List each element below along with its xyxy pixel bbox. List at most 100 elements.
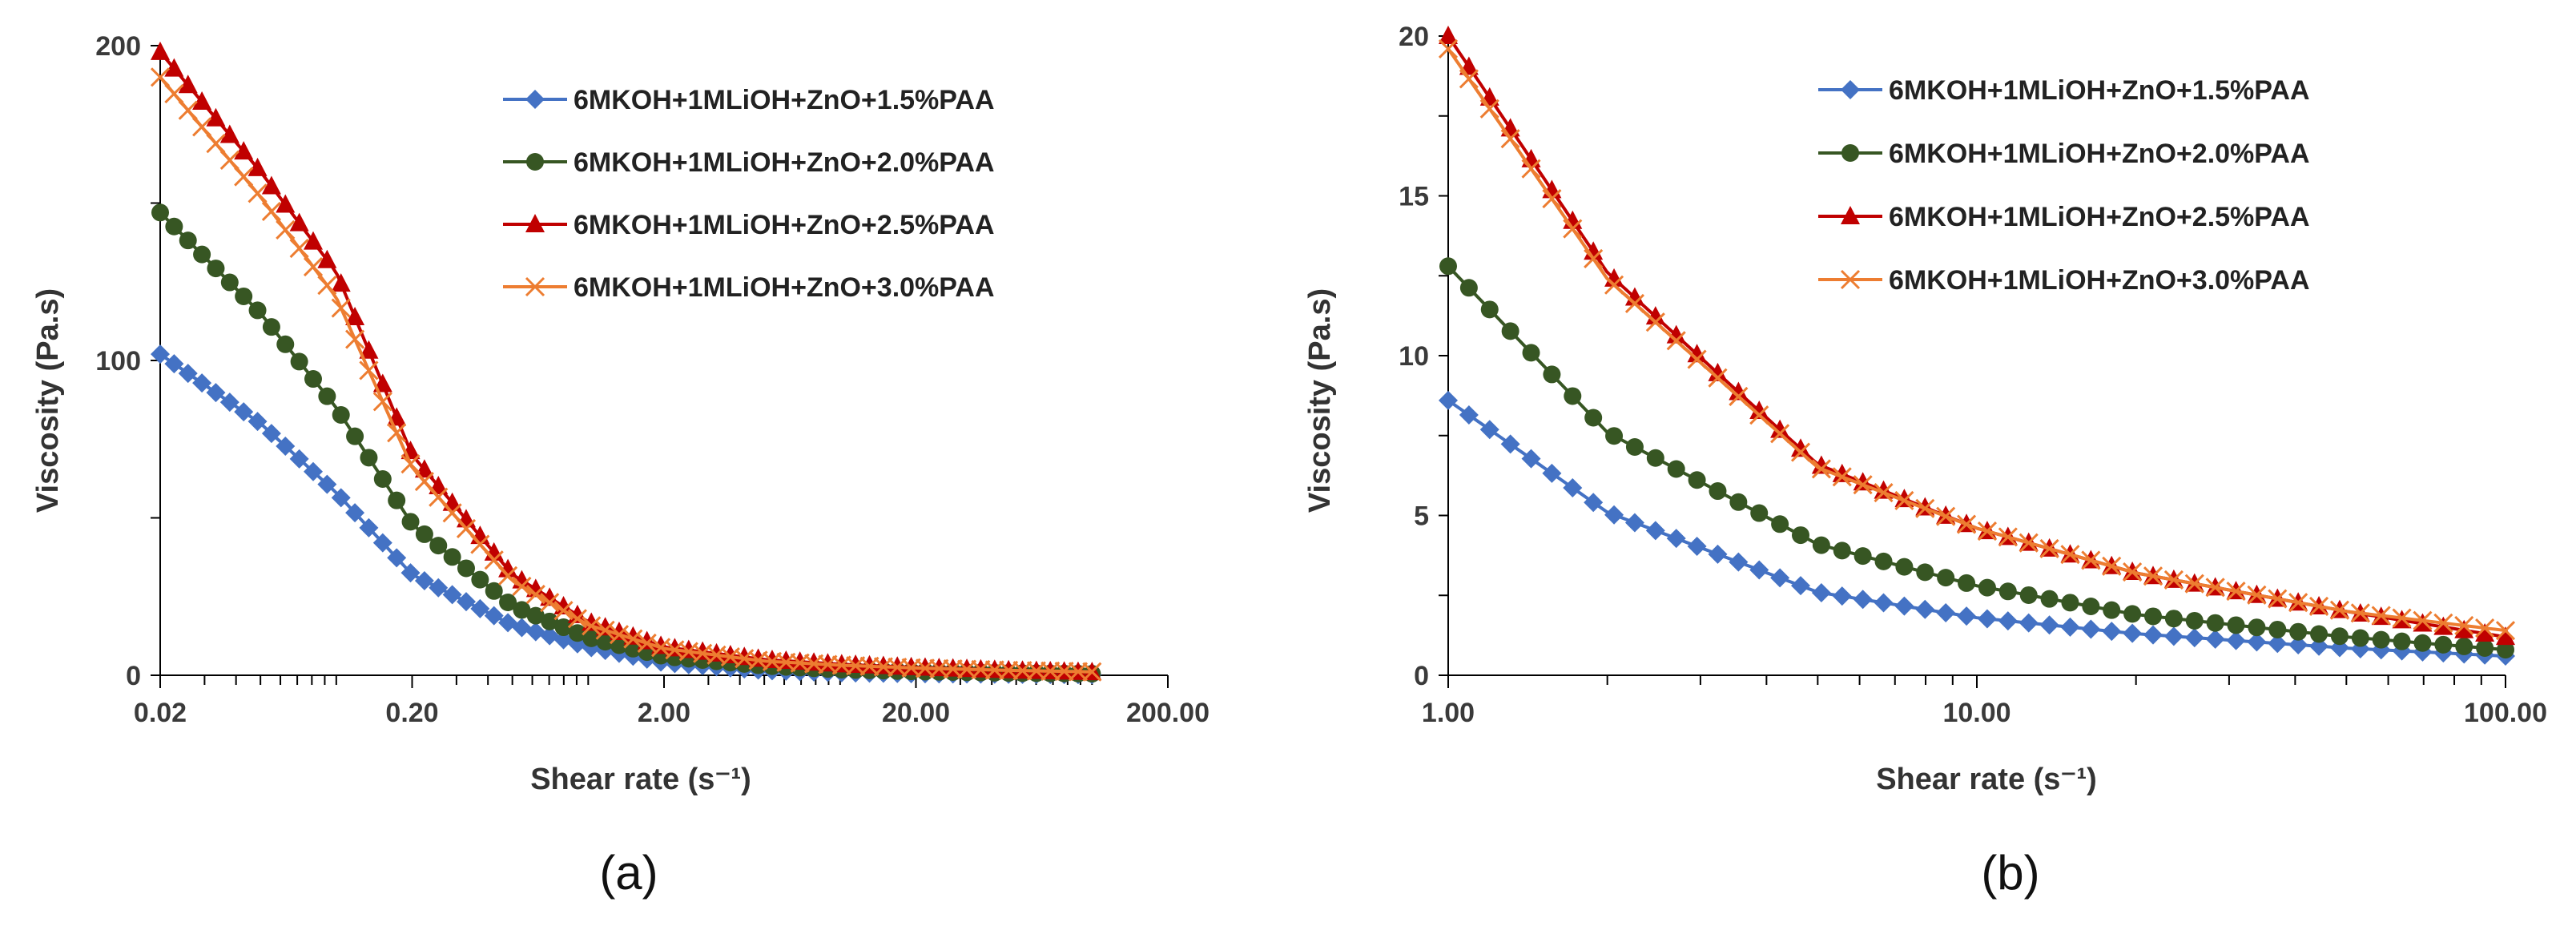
chart-b-data-point (1977, 521, 1998, 541)
chart-b-data-point (2392, 608, 2412, 628)
chart-a-data-point (388, 491, 406, 509)
chart-a-data-point (164, 58, 184, 77)
chart-a-data-point (164, 83, 184, 104)
chart-a-data-point (289, 238, 309, 259)
chart-a-legend-marker (526, 153, 544, 171)
chart-a-data-point (553, 601, 574, 621)
chart-b-data-point (1729, 493, 1748, 511)
chart-a-data-point (831, 654, 851, 673)
chart-b-data-point (1439, 257, 1457, 276)
chart-b-data-point (2102, 556, 2122, 576)
chart-b-data-point (1956, 514, 1977, 534)
chart-b-series-3 (1438, 38, 2516, 641)
chart-a-data-point (164, 354, 184, 374)
chart-b-legend-marker (1841, 144, 1859, 162)
chart-a-data-point (372, 392, 392, 412)
chart-a-x-tick-label: 2.00 (638, 698, 690, 728)
chart-a-data-point (303, 231, 323, 250)
chart-b-data-point (1812, 536, 1830, 554)
chart-b-y-tick-label: 0 (1414, 661, 1429, 691)
chart-b-data-point (1645, 521, 1665, 541)
chart-b-data-point (2019, 533, 2039, 553)
chart-a-ylabel: Viscosity (Pa.s) (31, 288, 65, 513)
chart-b-legend-label: 6MKOH+1MLiOH+ZnO+1.5%PAA (1889, 75, 2310, 106)
chart-a-data-point (234, 167, 254, 187)
chart-b-data-point (1688, 471, 1706, 489)
chart-b-data-point (2413, 634, 2432, 652)
chart-b-data-point (2351, 629, 2369, 647)
chart-a-data-point (400, 454, 421, 474)
chart-b-data-point (1749, 560, 1769, 580)
chart-a-data-point (387, 423, 407, 443)
chart-a-data-point (971, 659, 991, 680)
chart-a-data-point (596, 633, 614, 651)
chart-b-x-tick-label: 10.00 (1942, 698, 2010, 728)
chart-b-data-point (1998, 611, 2018, 631)
chart-a-y-tick-label: 0 (126, 661, 141, 691)
chart-b-data-point (1584, 248, 1604, 268)
chart-b-data-point (2475, 622, 2495, 642)
chart-a-data-point (1040, 661, 1061, 681)
chart-b-data-point (1853, 475, 1873, 495)
chart-a-data-point (499, 593, 517, 611)
chart-a-data-point (818, 653, 838, 672)
chart-b-series-line (1447, 47, 2506, 633)
chart-b-data-point (1833, 541, 1851, 560)
chart-a-data-point (888, 656, 908, 675)
chart-b-data-point (2102, 622, 2122, 642)
chart-b-data-point (2476, 639, 2494, 658)
chart-b-data-point (2144, 607, 2162, 626)
chart-a-data-point (276, 219, 296, 240)
chart-a-data-point (373, 470, 392, 489)
chart-b-data-point (1522, 344, 1540, 362)
chart-b-data-point (1770, 419, 1790, 438)
chart-b-data-point (2206, 614, 2224, 632)
chart-b-data-point (1790, 442, 1811, 462)
chart-a-data-point (289, 212, 309, 231)
chart-a-data-point (470, 534, 490, 554)
chart-b-data-point (1708, 362, 1728, 381)
chart-b-data-point (1604, 275, 1624, 295)
chart-b-series-2 (1439, 26, 2515, 646)
chart-a-data-point (331, 273, 351, 292)
chart-b-data-point (1708, 368, 1728, 388)
chart-a-data-point (317, 249, 337, 268)
chart-a-data-point (582, 616, 602, 636)
chart-b-series-1 (1439, 257, 2514, 659)
chart-a-y-tick-label: 200 (95, 31, 141, 62)
chart-a-xlabel: Shear rate (s⁻¹) (530, 763, 751, 796)
chart-b-data-point (1480, 300, 1499, 319)
chart-a-data-point (290, 352, 308, 371)
chart-b-data-point (1770, 424, 1790, 444)
chart-b-data-point (1625, 437, 1644, 456)
chart-b-legend-label: 6MKOH+1MLiOH+ZnO+3.0%PAA (1889, 265, 2310, 296)
chart-b-data-point (2433, 613, 2453, 633)
chart-b-data-point (2123, 562, 2143, 582)
chart-a-data-point (582, 629, 601, 647)
chart-b-data-point (1957, 606, 1977, 626)
chart-b-x-tick-label: 1.00 (1422, 698, 1475, 728)
chart-b-x-tick-label: 100.00 (2464, 698, 2547, 728)
chart-a-data-point (206, 107, 226, 127)
chart-b-data-point (1584, 493, 1604, 513)
chart-b-legend-marker (1841, 80, 1860, 99)
chart-b-data-point (2205, 629, 2225, 649)
chart-a-data-point (484, 550, 504, 570)
chart-b-data-point (1708, 544, 1728, 564)
chart-b-data-point (1645, 312, 1665, 332)
chart-a-data-point (943, 659, 963, 679)
chart-a-data-point (206, 134, 226, 154)
chart-b-data-point (1998, 527, 2018, 547)
chart-b-data-point (1894, 490, 1914, 510)
chart-a-data-point (609, 625, 630, 645)
chart-b-data-point (1459, 69, 1479, 89)
chart-b-data-point (1894, 596, 1914, 616)
chart-a-data-point (1054, 662, 1074, 682)
chart-a-data-point (804, 652, 824, 671)
chart-b-data-point (1543, 365, 1561, 384)
chart-a-legend-label: 6MKOH+1MLiOH+ZnO+2.5%PAA (574, 210, 995, 240)
chart-b-data-point (1667, 460, 1685, 478)
chart-a-data-point (151, 203, 169, 222)
chart-a-legend-label: 6MKOH+1MLiOH+ZnO+2.0%PAA (574, 147, 995, 178)
chart-a-data-point (525, 584, 545, 605)
